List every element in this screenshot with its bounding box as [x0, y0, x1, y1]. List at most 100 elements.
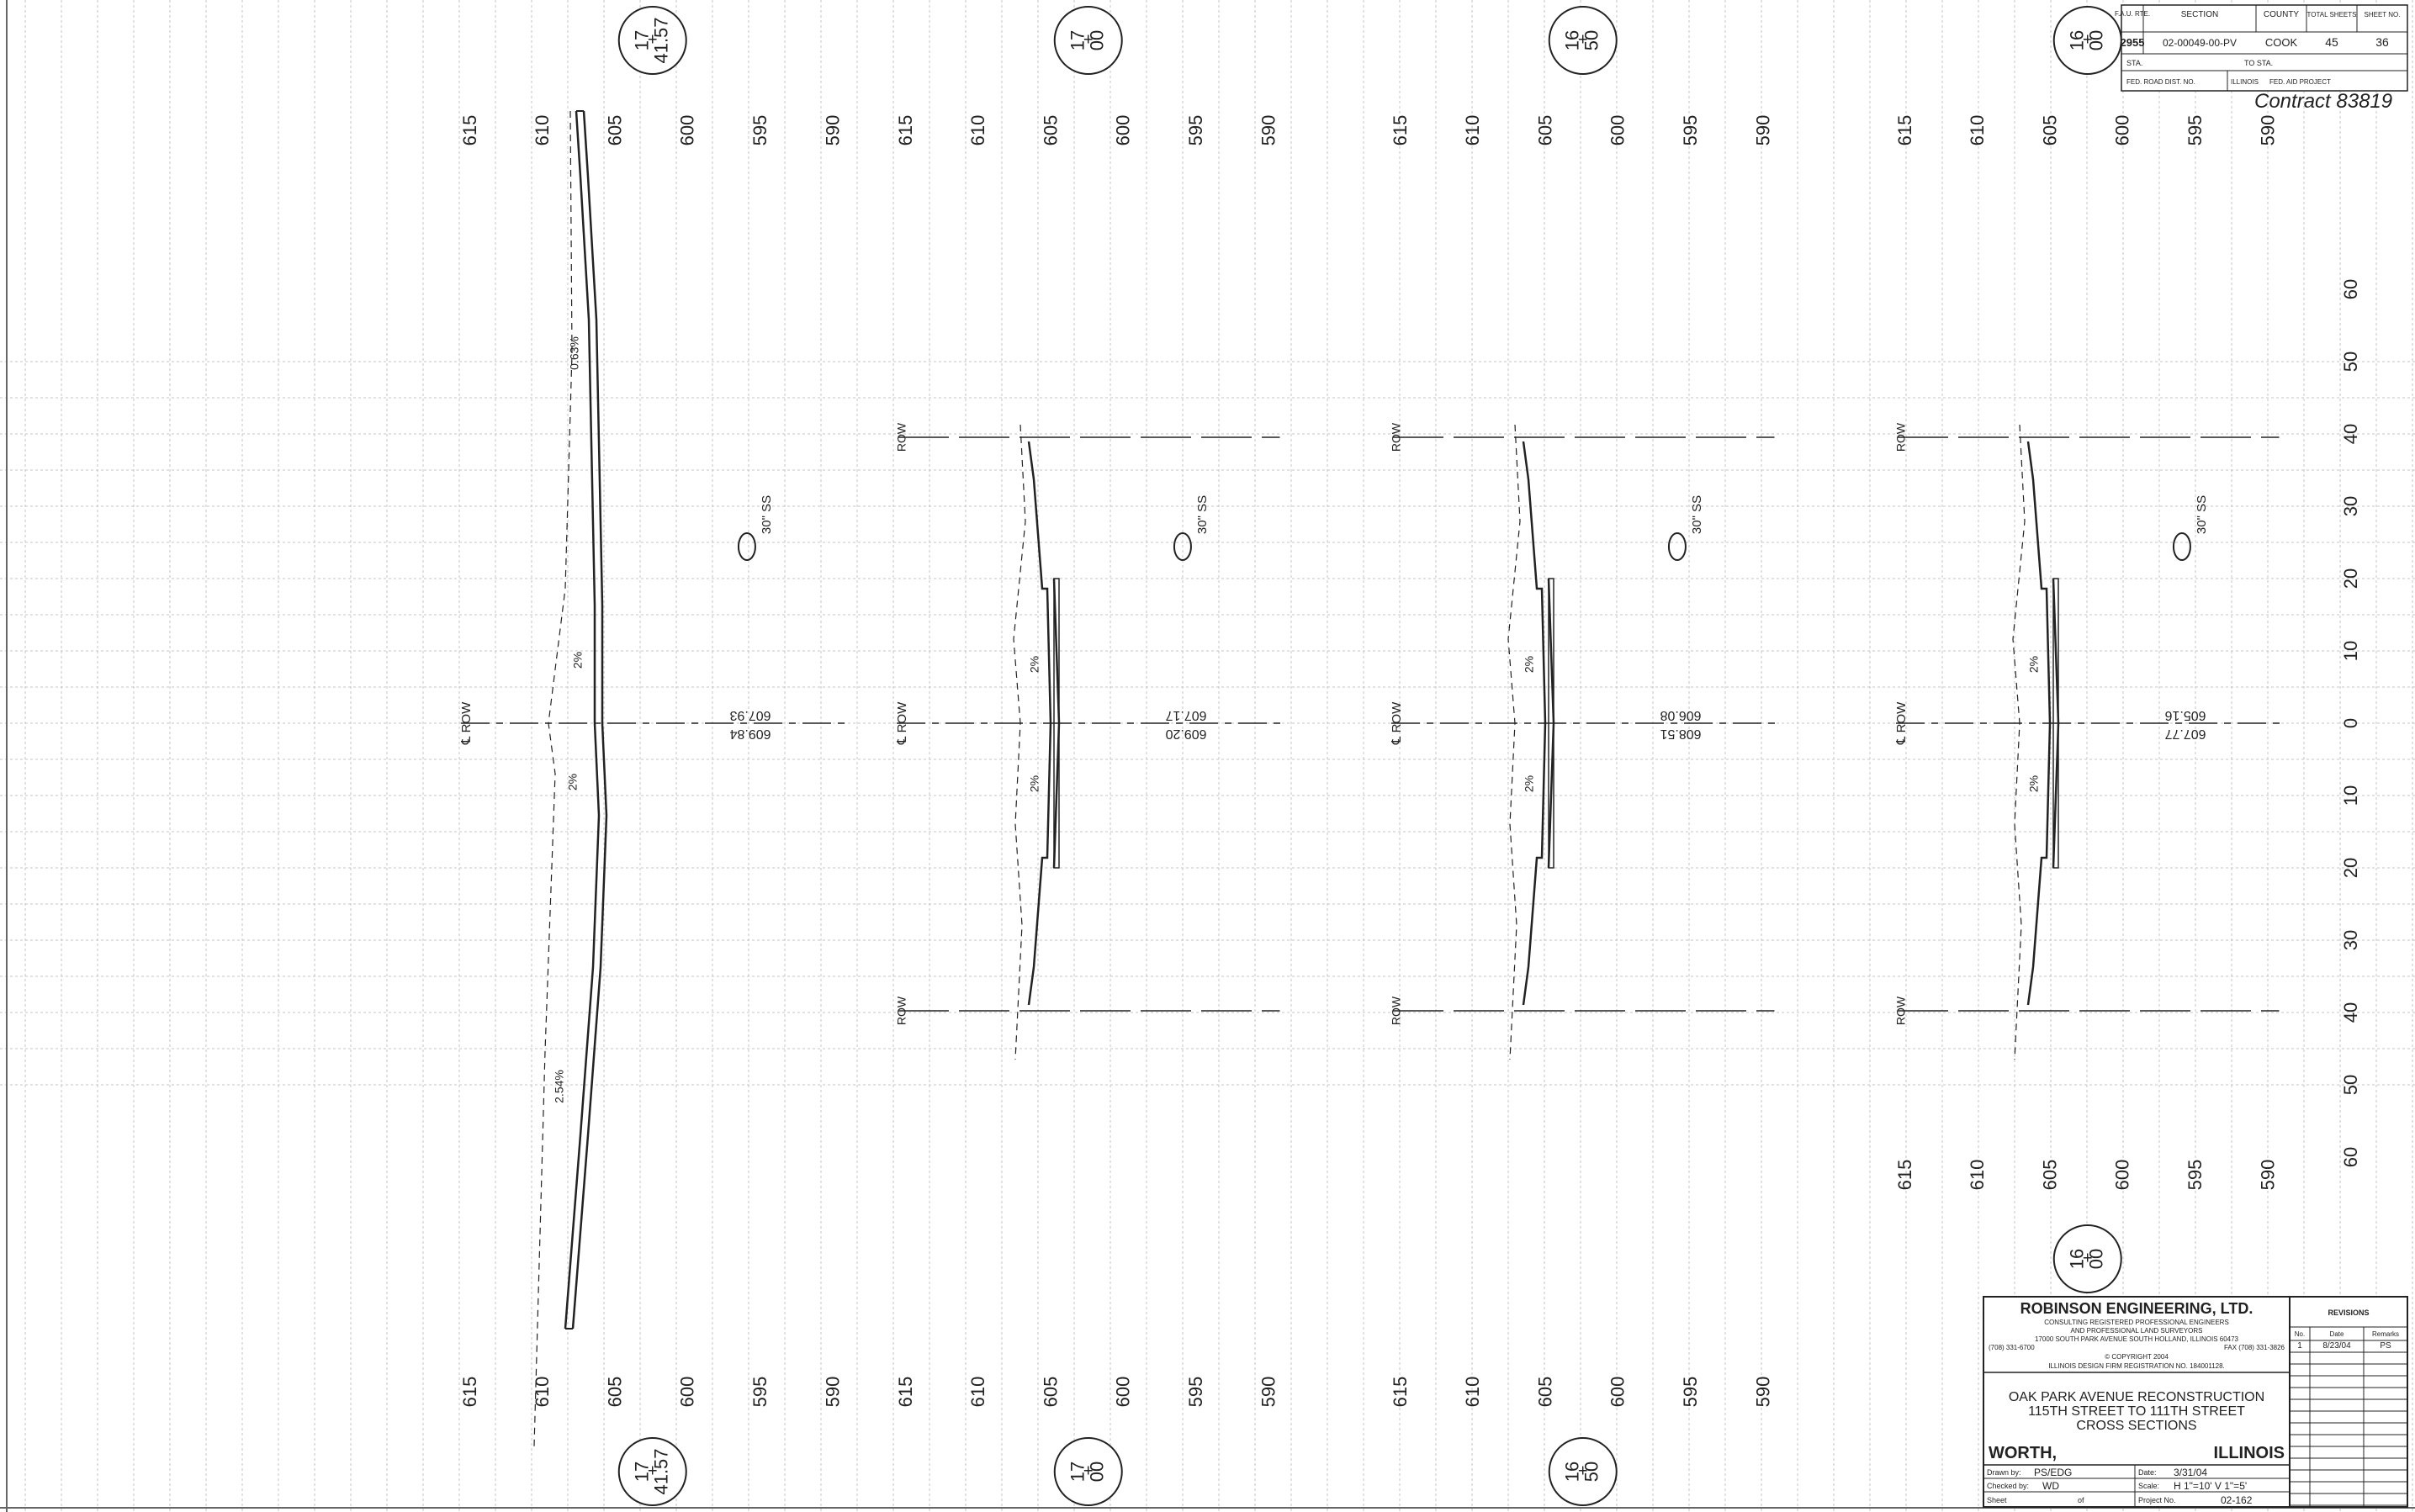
rev-hdr-no: No. [2295, 1330, 2305, 1338]
to-sta-label: TO STA. [2244, 59, 2273, 67]
row-label: ROW [895, 422, 908, 452]
station-offset: 00 [2086, 1249, 2107, 1269]
sheet-info-block: F.A.U. RTE. SECTION COUNTY TOTAL SHEETS … [2115, 4, 2408, 113]
elevation-tick-bottom: 615 [1894, 1160, 1915, 1191]
station-plus: + [1578, 1462, 1588, 1480]
elevation-tick-top: 595 [1185, 115, 1206, 146]
firm-phone: (708) 331-6700 [1989, 1344, 2035, 1351]
elevation-tick-top: 605 [1534, 115, 1555, 146]
handwritten-note: Contract 83819 [2254, 90, 2392, 113]
elevation-tick-bottom: 590 [2257, 1160, 2278, 1191]
slope-label: 2% [1028, 775, 1041, 792]
station-number: 16 [1562, 1462, 1583, 1482]
station-circle [1053, 1437, 1123, 1506]
sta-label: STA. [2126, 59, 2142, 67]
elevation-tick-top: 610 [1462, 115, 1483, 146]
fed-aid-label: FED. AID PROJECT [2269, 78, 2331, 86]
station-offset: 50 [1581, 30, 1602, 50]
centerline-label: ℄ ROW [1390, 701, 1404, 745]
elevation-tick-top: 615 [1894, 115, 1915, 146]
row-label: ROW [1390, 996, 1403, 1025]
val-county: COOK [2265, 36, 2298, 49]
station-plus: + [2083, 1249, 2093, 1267]
station-plus: + [1083, 1462, 1094, 1480]
hdr-sheet-no: SHEET NO. [2365, 11, 2401, 19]
val-fau: 2955 [2121, 36, 2145, 49]
elevation-tick-bottom: 610 [1967, 1160, 1988, 1191]
existing-ground [2012, 424, 2026, 1060]
elevation-tick-bottom: 595 [2185, 1160, 2206, 1191]
slope-label: 0.63% [568, 336, 581, 370]
elev-existing: 609.84 [729, 727, 771, 741]
pavement-top [1027, 441, 1052, 1006]
offset-tick: 50 [2340, 352, 2361, 372]
station-circle [1053, 6, 1123, 75]
pavement-top [1522, 441, 1547, 1006]
section-17-41.57: 615 610 605 600 595 590 615 610 605 600 595 590 ℄ RO… [459, 110, 851, 1447]
section-17-00: 615 610 605 600 595 590 615 610 605 600 595 590 ℄ RO… [895, 115, 1287, 1408]
checked-value: WD [2042, 1480, 2059, 1492]
slope-label: 2% [1028, 656, 1041, 673]
elevation-tick-bottom: 615 [1390, 1377, 1411, 1408]
val-section: 02-00049-00-PV [2163, 37, 2237, 49]
station-bottom: 16+50 [1548, 1437, 1618, 1506]
elev-proposed: 606.08 [1660, 708, 1701, 722]
station-circle [617, 1437, 687, 1506]
existing-ground [1507, 424, 1521, 1060]
station-offset: 41.57 [651, 1448, 672, 1494]
elevation-tick-bottom: 610 [967, 1377, 988, 1408]
elevation-tick-bottom: 605 [2039, 1160, 2060, 1191]
station-circle [617, 6, 687, 75]
firm-line2: AND PROFESSIONAL LAND SURVEYORS [2071, 1327, 2203, 1335]
elevation-tick-top: 615 [459, 115, 480, 146]
elevation-tick-top: 605 [604, 115, 625, 146]
elevation-tick-bottom: 610 [1462, 1377, 1483, 1408]
offset-tick: 20 [2340, 858, 2361, 878]
slope-label: 2% [2027, 656, 2041, 673]
station-circle [2052, 1224, 2122, 1293]
project-no-value: 02-162 [2221, 1494, 2253, 1506]
sewer-pipe [2172, 532, 2191, 561]
revisions-title: REVISIONS [2328, 1308, 2369, 1317]
elev-existing: 607.77 [2164, 727, 2206, 741]
offset-tick: 20 [2340, 568, 2361, 589]
sheet-label: Sheet [1987, 1496, 2007, 1504]
slope-label: 2% [1523, 775, 1536, 792]
station-bottom: 17+41.57 [617, 1437, 687, 1506]
sewer-label: 30" SS [1195, 495, 1210, 534]
elevation-tick-top: 595 [2185, 115, 2206, 146]
elevation-tick-top: 600 [2112, 115, 2133, 146]
project-no-label: Project No. [2138, 1496, 2176, 1504]
elevation-tick-top: 600 [1113, 115, 1134, 146]
offset-tick: 60 [2340, 279, 2361, 299]
station-number: 17 [632, 1462, 653, 1482]
rev-1-no: 1 [2297, 1341, 2302, 1351]
station-plus: + [1578, 30, 1588, 49]
sewer-pipe [1173, 532, 1192, 561]
offset-tick: 10 [2340, 641, 2361, 661]
section-16-00: 615 610 605 600 595 590 615 610 605 600 595 590 ℄ RO… [1894, 115, 2286, 1191]
project-limits: 115TH STREET TO 111TH STREET [2028, 1404, 2245, 1419]
elev-proposed: 607.17 [1165, 708, 1206, 722]
station-number: 16 [1562, 30, 1583, 50]
date-label: Date: [2138, 1468, 2157, 1477]
rev-hdr-remarks: Remarks [2372, 1330, 2399, 1338]
station-offset: 00 [1087, 30, 1108, 50]
elevation-tick-top: 605 [2039, 115, 2060, 146]
elevation-tick-top: 605 [1040, 115, 1061, 146]
centerline-label: ℄ ROW [1894, 701, 1909, 745]
row-label: ROW [1894, 996, 1908, 1025]
station-top: 16+00 [2052, 6, 2122, 75]
curb-gutter [2052, 578, 2059, 869]
elevation-tick-bottom: 605 [1534, 1377, 1555, 1408]
station-circle [1548, 1437, 1618, 1506]
firm-name: ROBINSON ENGINEERING, LTD. [2020, 1300, 2253, 1317]
sewer-pipe [737, 532, 756, 561]
project-state: ILLINOIS [2214, 1444, 2285, 1462]
elevation-tick-top: 595 [1680, 115, 1701, 146]
state-label: ILLINOIS [2231, 78, 2259, 86]
scale-label: Scale: [2138, 1482, 2159, 1490]
hdr-section: SECTION [2181, 10, 2218, 19]
elev-existing: 608.51 [1660, 727, 1701, 741]
